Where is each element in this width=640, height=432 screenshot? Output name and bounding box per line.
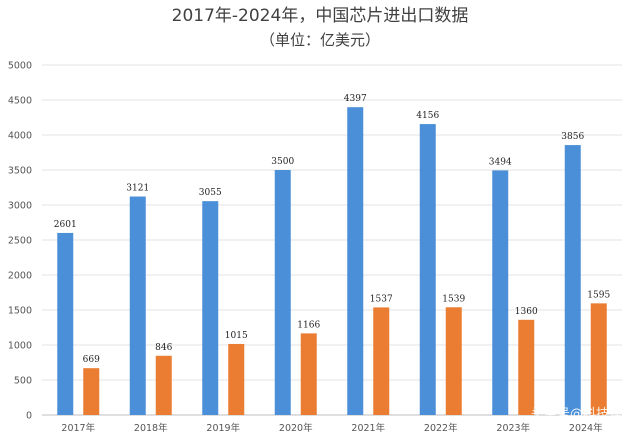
gridlines [42,64,622,416]
y-tick-label: 3500 [8,166,32,177]
bar-series-1 [57,232,74,415]
data-label: 1015 [225,331,248,341]
bar-series-2 [228,343,245,415]
watermark: 头条号@科技洋 [531,406,622,422]
axis-labels: 0 500 1000 1500 2000 2500 3000 3500 4000 4500 5000… [8,61,603,432]
data-label: 1360 [515,307,538,317]
y-tick-label: 2500 [8,236,32,247]
bar-series-2 [373,307,390,415]
bar-series-1 [419,124,436,415]
data-label: 3494 [489,157,512,167]
x-tick-label: 2017年 [61,422,95,432]
bar-series-2 [518,319,535,415]
bar-series-1 [129,196,146,415]
x-tick-label: 2024年 [569,422,603,432]
y-tick-label: 0 [26,411,32,422]
x-tick-label: 2018年 [134,422,168,432]
bar-series-1 [564,145,581,415]
bar-series-2 [300,333,317,415]
data-label: 4397 [344,94,367,104]
data-label: 3500 [271,157,294,167]
x-tick-label: 2020年 [279,422,313,432]
x-tick-label: 2019年 [206,422,240,432]
y-tick-label: 3000 [8,201,32,212]
y-tick-label: 1500 [8,306,32,317]
y-tick-label: 2000 [8,271,32,282]
chart-subtitle: （单位：亿美元） [259,31,380,49]
y-tick-label: 4500 [8,96,32,107]
data-label: 1595 [587,290,610,300]
chart-title: 2017年-2024年，中国芯片进出口数据 [171,6,469,26]
bar-series-2 [83,368,100,415]
x-tick-label: 2022年 [424,422,458,432]
data-labels: 2601 669 3121 846 3055 1015 3500 1166 4397 1537 41… [54,94,611,365]
x-tick-label: 2021年 [351,422,385,432]
data-label: 1166 [297,320,320,330]
data-label: 1539 [442,294,465,304]
y-tick-label: 5000 [8,61,32,72]
data-label: 4156 [416,111,439,121]
bar-series-2 [590,303,607,415]
bar-series-1 [274,170,291,415]
data-label: 3055 [199,188,222,198]
y-tick-label: 4000 [8,131,32,142]
data-label: 846 [155,343,172,353]
data-label: 669 [83,355,100,365]
bar-series-1 [202,201,219,415]
title-block: 2017年-2024年，中国芯片进出口数据 （单位：亿美元） [0,4,640,52]
data-label: 3856 [561,132,584,142]
x-tick-label: 2023年 [496,422,530,432]
bar-series-2 [155,355,172,415]
y-tick-label: 1000 [8,341,32,352]
bar-series-1 [492,170,509,415]
data-label: 1537 [370,294,393,304]
bar-series-1 [347,107,364,416]
data-label: 3121 [126,184,149,194]
bars [57,107,607,416]
y-tick-label: 500 [14,376,32,387]
bar-series-2 [445,307,462,415]
data-label: 2601 [54,220,77,230]
